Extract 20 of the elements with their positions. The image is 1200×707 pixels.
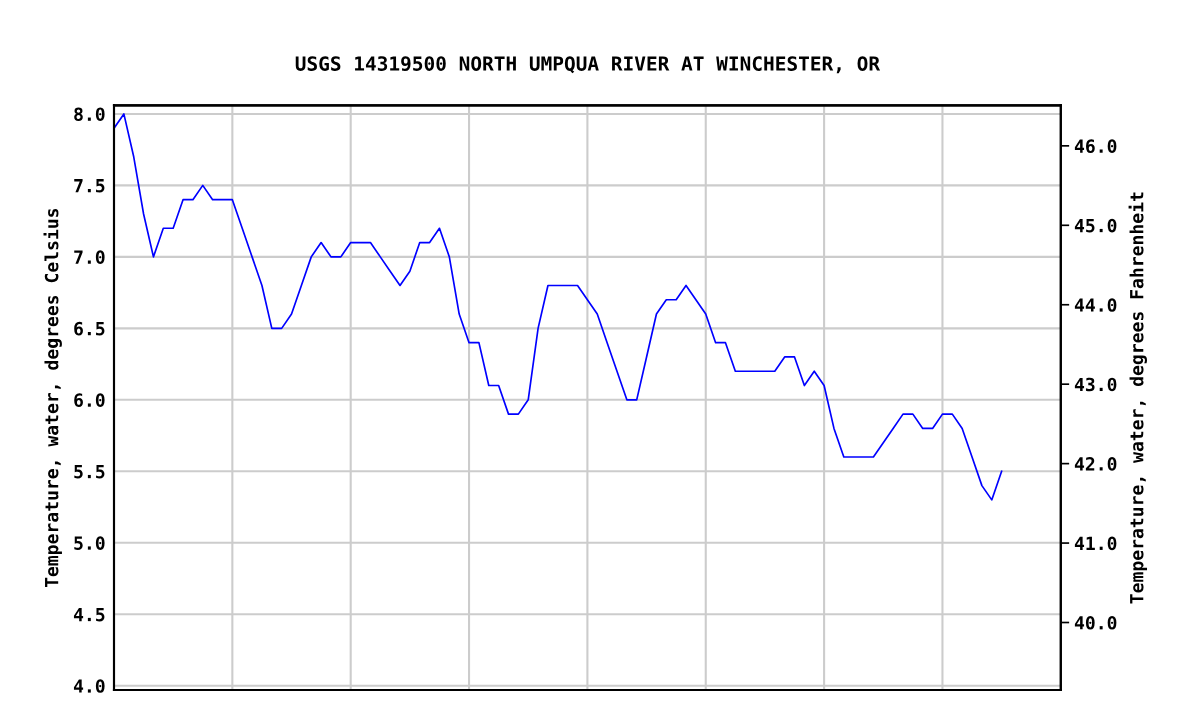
y2-tick-label: 41.0 [1074, 536, 1117, 551]
y2-tick-label: 46.0 [1074, 139, 1117, 153]
y-tick-label: 7.5 [74, 179, 105, 193]
y-tick-label: 5.0 [74, 536, 105, 550]
y2-tick-label: 44.0 [1074, 298, 1117, 312]
y-tick-label: 8.0 [74, 107, 105, 122]
line-series [114, 113, 1003, 501]
y2-tick-label: 45.0 [1074, 218, 1117, 233]
y2-tick-label: 40.0 [1074, 615, 1117, 630]
y-tick-label: 6.5 [74, 321, 105, 336]
y-tick-label: 5.5 [74, 465, 105, 479]
y-axis-title: Temperature, water, degrees Celsius [43, 208, 62, 588]
y2-tick-label: 43.0 [1074, 377, 1117, 392]
y-tick-label: 7.0 [74, 250, 105, 264]
y2-axis-title: Temperature, water, degrees Fahrenheit [1128, 192, 1148, 604]
y-tick-label: 4.5 [73, 607, 105, 622]
y-tick-label: 4.0 [73, 679, 105, 693]
y-tick-label: 6.0 [74, 393, 105, 407]
chart-title: USGS 14319500 NORTH UMPQUA RIVER AT WINCHESTER, OR [295, 56, 881, 74]
y2-tick-label: 42.0 [1074, 457, 1117, 471]
